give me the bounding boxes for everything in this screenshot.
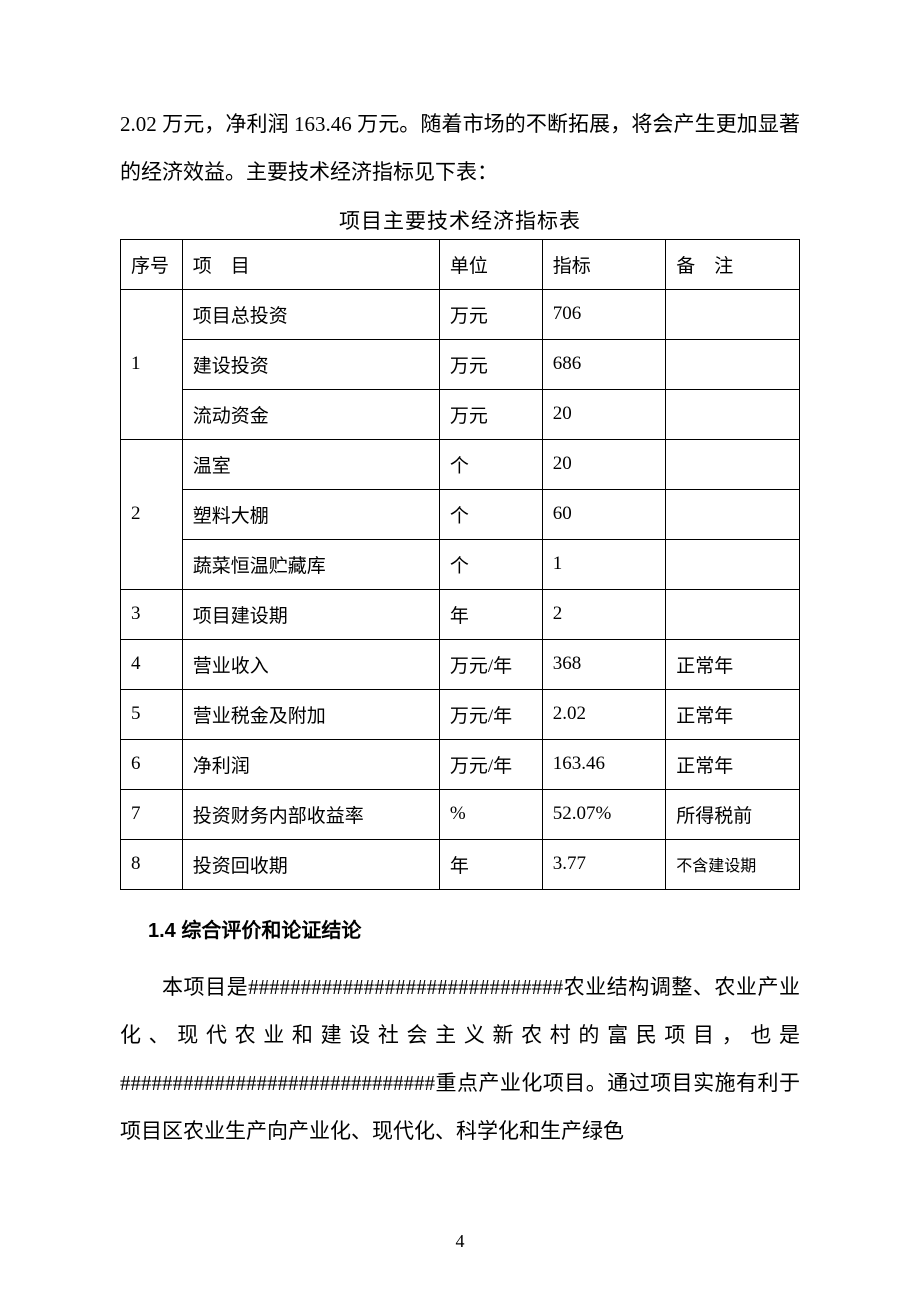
cell-seq: 2	[121, 439, 183, 589]
cell-item: 净利润	[182, 739, 439, 789]
cell-item: 项目总投资	[182, 289, 439, 339]
cell-item: 建设投资	[182, 339, 439, 389]
cell-remark: 不含建设期	[666, 839, 800, 889]
cell-remark: 正常年	[666, 689, 800, 739]
header-remark: 备 注	[666, 239, 800, 289]
cell-indicator: 3.77	[542, 839, 665, 889]
cell-seq: 1	[121, 289, 183, 439]
cell-seq: 4	[121, 639, 183, 689]
cell-item: 流动资金	[182, 389, 439, 439]
table-row: 7 投资财务内部收益率 % 52.07% 所得税前	[121, 789, 800, 839]
cell-unit: 万元/年	[439, 739, 542, 789]
cell-item: 温室	[182, 439, 439, 489]
table-title: 项目主要技术经济指标表	[120, 205, 800, 235]
cell-indicator: 20	[542, 389, 665, 439]
cell-item: 项目建设期	[182, 589, 439, 639]
cell-item: 蔬菜恒温贮藏库	[182, 539, 439, 589]
cell-unit: 万元	[439, 339, 542, 389]
table-row: 8 投资回收期 年 3.77 不含建设期	[121, 839, 800, 889]
cell-unit: 年	[439, 839, 542, 889]
cell-item: 营业税金及附加	[182, 689, 439, 739]
cell-seq: 8	[121, 839, 183, 889]
cell-remark: 正常年	[666, 739, 800, 789]
cell-remark	[666, 339, 800, 389]
header-seq: 序号	[121, 239, 183, 289]
cell-indicator: 2	[542, 589, 665, 639]
economic-indicators-table: 序号 项 目 单位 指标 备 注 1 项目总投资 万元 706 建设投资 万元 …	[120, 239, 800, 890]
header-unit: 单位	[439, 239, 542, 289]
page-number: 4	[0, 1231, 920, 1252]
cell-remark	[666, 589, 800, 639]
table-row: 建设投资 万元 686	[121, 339, 800, 389]
table-row: 蔬菜恒温贮藏库 个 1	[121, 539, 800, 589]
cell-indicator: 368	[542, 639, 665, 689]
cell-unit: 万元	[439, 389, 542, 439]
cell-item: 塑料大棚	[182, 489, 439, 539]
cell-indicator: 686	[542, 339, 665, 389]
intro-paragraph: 2.02 万元，净利润 163.46 万元。随着市场的不断拓展，将会产生更加显著…	[120, 100, 800, 197]
header-item: 项 目	[182, 239, 439, 289]
cell-unit: 年	[439, 589, 542, 639]
cell-unit: 万元/年	[439, 639, 542, 689]
cell-remark: 正常年	[666, 639, 800, 689]
cell-unit: 个	[439, 439, 542, 489]
body-paragraph: 本项目是##############################农业结构调整…	[120, 963, 800, 1156]
cell-seq: 5	[121, 689, 183, 739]
table-row: 3 项目建设期 年 2	[121, 589, 800, 639]
cell-indicator: 2.02	[542, 689, 665, 739]
table-row: 流动资金 万元 20	[121, 389, 800, 439]
table-row: 5 营业税金及附加 万元/年 2.02 正常年	[121, 689, 800, 739]
cell-remark	[666, 489, 800, 539]
cell-remark	[666, 389, 800, 439]
cell-item: 营业收入	[182, 639, 439, 689]
section-heading: 1.4 综合评价和论证结论	[120, 914, 800, 943]
cell-indicator: 163.46	[542, 739, 665, 789]
cell-seq: 3	[121, 589, 183, 639]
cell-indicator: 60	[542, 489, 665, 539]
cell-item: 投资财务内部收益率	[182, 789, 439, 839]
cell-indicator: 1	[542, 539, 665, 589]
table-row: 6 净利润 万元/年 163.46 正常年	[121, 739, 800, 789]
cell-indicator: 20	[542, 439, 665, 489]
table-row: 4 营业收入 万元/年 368 正常年	[121, 639, 800, 689]
cell-unit: 万元	[439, 289, 542, 339]
cell-remark	[666, 439, 800, 489]
table-row: 2 温室 个 20	[121, 439, 800, 489]
cell-seq: 6	[121, 739, 183, 789]
header-indicator: 指标	[542, 239, 665, 289]
table-header-row: 序号 项 目 单位 指标 备 注	[121, 239, 800, 289]
cell-indicator: 706	[542, 289, 665, 339]
cell-remark	[666, 289, 800, 339]
cell-remark	[666, 539, 800, 589]
cell-unit: 个	[439, 539, 542, 589]
cell-unit: %	[439, 789, 542, 839]
cell-item: 投资回收期	[182, 839, 439, 889]
table-row: 1 项目总投资 万元 706	[121, 289, 800, 339]
cell-remark: 所得税前	[666, 789, 800, 839]
cell-unit: 万元/年	[439, 689, 542, 739]
cell-unit: 个	[439, 489, 542, 539]
table-row: 塑料大棚 个 60	[121, 489, 800, 539]
cell-seq: 7	[121, 789, 183, 839]
cell-indicator: 52.07%	[542, 789, 665, 839]
